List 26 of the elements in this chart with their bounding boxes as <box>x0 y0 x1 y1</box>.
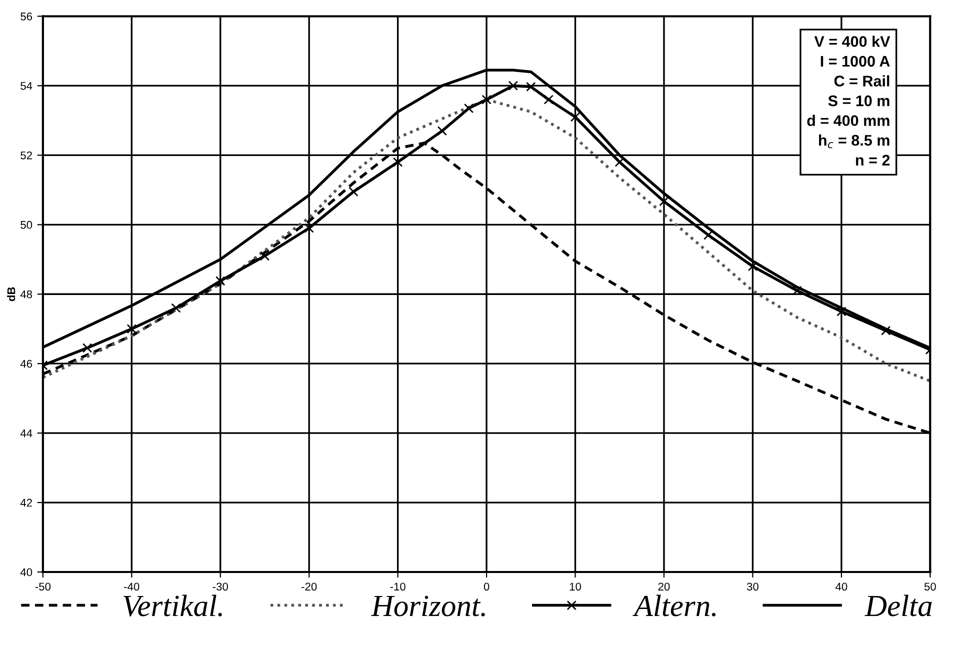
x-tick-label: -40 <box>124 582 140 591</box>
y-tick-label: 46 <box>20 360 32 368</box>
y-axis-title: dB <box>7 287 16 302</box>
y-tick-label: 54 <box>20 82 32 90</box>
x-tick-label: 30 <box>746 582 758 591</box>
text: V = 400 kV I = 1000 A C = Rail S = 10 m d = 400 mm h$_{c}$ = 8.5 m n = 2 <box>807 36 890 166</box>
y-tick-label: 52 <box>20 151 32 160</box>
y-tick-label: 44 <box>20 429 32 438</box>
legend-label: Altern. <box>632 594 716 616</box>
x-tick-label: -20 <box>302 582 317 591</box>
x-tick-label: 10 <box>570 582 582 591</box>
x-tick-label: -30 <box>212 582 228 591</box>
y-tick-label: 50 <box>20 220 32 229</box>
y-tick-label: 42 <box>20 498 32 507</box>
legend-label: Vertikal. <box>124 594 222 616</box>
legend-label: Delta <box>864 594 932 616</box>
legend-label: Horizont. <box>370 596 485 616</box>
y-tick-label: 40 <box>20 568 32 576</box>
x-tick-label: 50 <box>924 582 936 591</box>
x-tick-label: -10 <box>390 582 406 591</box>
y-tick-label: 48 <box>20 290 32 298</box>
x-tick-label: 40 <box>836 582 848 591</box>
x-tick-label: 20 <box>658 582 670 591</box>
x-tick-label: -50 <box>35 582 51 591</box>
x-tick-label: 0 <box>484 582 490 591</box>
y-tick-label: 56 <box>20 12 32 20</box>
